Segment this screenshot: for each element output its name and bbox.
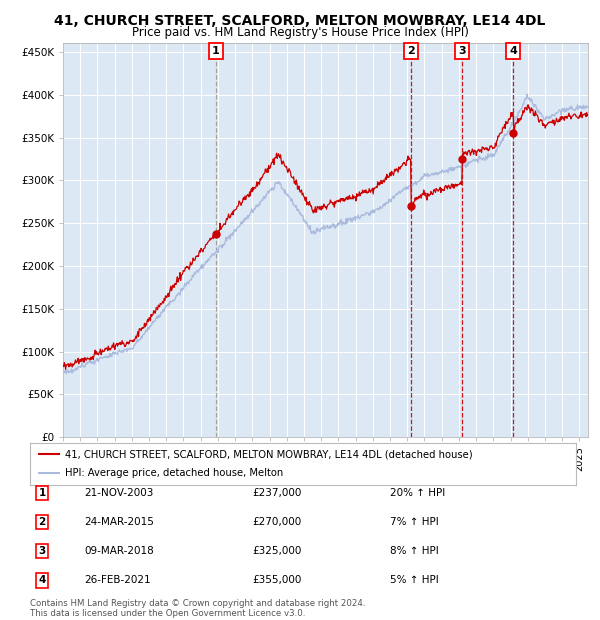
Text: 24-MAR-2015: 24-MAR-2015: [84, 517, 154, 527]
Text: 4: 4: [509, 46, 517, 56]
Text: 8% ↑ HPI: 8% ↑ HPI: [390, 546, 439, 556]
Text: £355,000: £355,000: [252, 575, 301, 585]
Text: 3: 3: [38, 546, 46, 556]
Text: 26-FEB-2021: 26-FEB-2021: [84, 575, 151, 585]
Text: £270,000: £270,000: [252, 517, 301, 527]
Text: 1: 1: [212, 46, 220, 56]
Text: Contains HM Land Registry data © Crown copyright and database right 2024.
This d: Contains HM Land Registry data © Crown c…: [30, 599, 365, 618]
Text: 1: 1: [38, 488, 46, 498]
Text: 2: 2: [38, 517, 46, 527]
Text: £325,000: £325,000: [252, 546, 301, 556]
Text: 21-NOV-2003: 21-NOV-2003: [84, 488, 154, 498]
Text: 7% ↑ HPI: 7% ↑ HPI: [390, 517, 439, 527]
Text: 4: 4: [38, 575, 46, 585]
Text: 3: 3: [458, 46, 466, 56]
Text: £237,000: £237,000: [252, 488, 301, 498]
Text: 2: 2: [407, 46, 415, 56]
Text: 41, CHURCH STREET, SCALFORD, MELTON MOWBRAY, LE14 4DL: 41, CHURCH STREET, SCALFORD, MELTON MOWB…: [55, 14, 545, 28]
Text: 5% ↑ HPI: 5% ↑ HPI: [390, 575, 439, 585]
Text: 20% ↑ HPI: 20% ↑ HPI: [390, 488, 445, 498]
Text: 41, CHURCH STREET, SCALFORD, MELTON MOWBRAY, LE14 4DL (detached house): 41, CHURCH STREET, SCALFORD, MELTON MOWB…: [65, 449, 473, 459]
Text: HPI: Average price, detached house, Melton: HPI: Average price, detached house, Melt…: [65, 469, 284, 479]
Text: Price paid vs. HM Land Registry's House Price Index (HPI): Price paid vs. HM Land Registry's House …: [131, 26, 469, 38]
Text: 09-MAR-2018: 09-MAR-2018: [84, 546, 154, 556]
